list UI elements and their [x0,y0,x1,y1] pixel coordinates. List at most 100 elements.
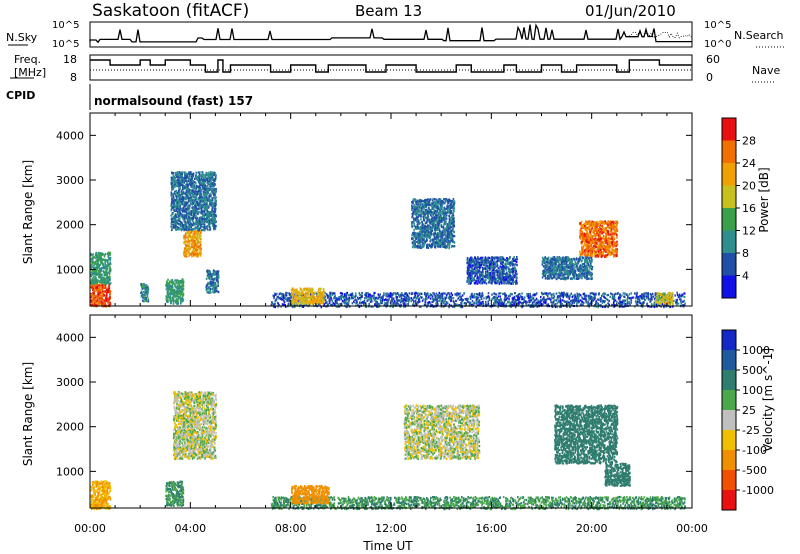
echo-cell [196,254,198,257]
echo-cell [172,176,175,179]
echo-cell [185,202,187,206]
echo-cell [194,190,196,193]
echo-cell [317,291,319,294]
echo-cell [192,190,194,193]
echo-cell [101,288,104,291]
echo-cell [527,292,529,296]
echo-cell [217,280,219,283]
echo-cell [585,301,587,304]
echo-cell [109,268,112,271]
echo-cell [185,174,188,177]
echo-cell [626,302,629,305]
echo-cell [365,294,368,297]
echo-cell [196,185,199,188]
echo-cell [104,278,107,282]
echo-cell [612,295,614,298]
echo-cell [518,292,521,296]
echo-cell [204,189,207,192]
echo-cell [217,271,219,274]
echo-cell [183,171,186,174]
echo-cell [209,270,211,274]
echo-cell [191,206,193,209]
echo-cell [197,232,199,235]
echo-cell [374,303,376,306]
echo-cell [182,283,184,287]
echo-cell [176,184,178,187]
echo-cell [196,227,198,230]
echo-cell [647,298,650,301]
echo-cell [211,205,214,208]
echo-cell [179,207,182,210]
echo-cell [683,292,685,295]
echo-cell [208,217,211,220]
echo-cell [583,294,586,297]
echo-cell [406,298,409,301]
echo-cell [200,221,203,224]
echo-cell [184,175,186,178]
echo-cell [188,216,190,219]
echo-cell [175,289,178,292]
echo-cell [475,305,477,309]
echo-cell [190,196,192,199]
echo-cell [91,303,94,307]
echo-cell [103,301,106,304]
echo-cell [208,282,210,285]
echo-cell [188,207,191,210]
echo-cell [452,297,454,300]
echo-cell [181,228,183,231]
echo-cell [98,302,101,305]
echo-cell [512,298,514,302]
echo-cell [599,300,602,303]
echo-cell [201,217,203,221]
echo-cell [205,205,207,208]
echo-cell [404,299,407,302]
echo-cell [177,290,179,293]
echo-cell [192,206,195,209]
echo-cell [284,297,286,300]
echo-cell [92,276,95,279]
echo-cell [214,207,216,210]
echo-cell [470,293,473,296]
echo-cell [561,302,563,306]
echo-cell [184,172,187,175]
echo-cell [276,296,279,299]
echo-cell [203,227,206,231]
echo-cell [176,294,179,298]
echo-cell [188,206,191,209]
echo-cell [404,292,406,295]
echo-cell [210,212,213,215]
echo-cell [354,292,357,295]
echo-cell [183,205,185,208]
echo-cell [487,300,490,303]
echo-cell [140,290,143,293]
echo-cell [579,294,582,297]
echo-cell [199,242,201,245]
echo-cell [680,300,682,303]
echo-cell [143,300,145,303]
echo-cell [173,178,175,181]
echo-cell [308,287,311,290]
echo-cell [182,293,185,296]
cpid-label: CPID [6,89,35,102]
echo-cell [364,296,367,299]
echo-cell [206,274,209,277]
echo-cell [209,228,212,231]
echo-cell [461,298,463,301]
echo-cell [194,177,197,180]
echo-cell [213,208,216,211]
echo-cell [550,301,552,304]
echo-cell [97,258,100,261]
echo-cell [182,209,184,212]
echo-cell [181,203,183,206]
echo-cell [173,198,175,201]
echo-cell [210,284,213,287]
echo-cell [565,293,567,296]
echo-cell [94,262,97,265]
echo-cell [170,204,172,207]
echo-cell [210,183,212,186]
echo-cell [461,294,464,297]
echo-cell [97,260,99,263]
echo-cell [170,225,173,228]
echo-cell [185,201,187,204]
echo-cell [103,255,106,258]
